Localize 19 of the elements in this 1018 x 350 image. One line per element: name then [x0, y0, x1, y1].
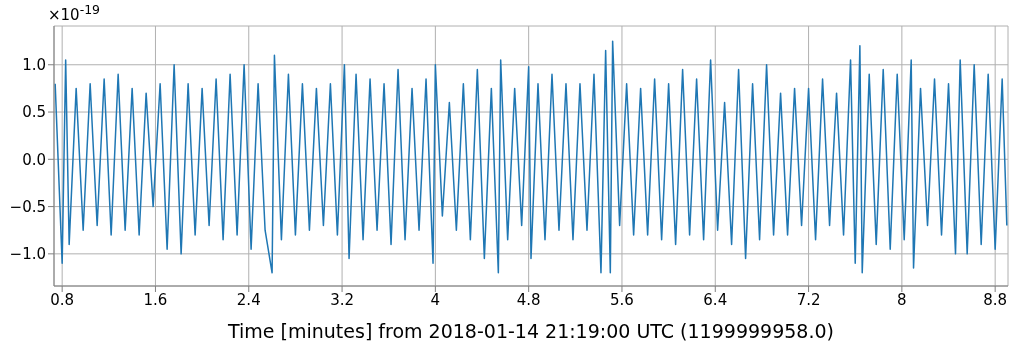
x-tick-label: 4.8: [516, 290, 541, 309]
x-tick-label: 7.2: [796, 290, 821, 309]
line-series: [54, 40, 1008, 274]
y-tick-label: −1.0: [9, 245, 46, 264]
x-tick-label: 0.8: [50, 290, 75, 309]
x-tick-label: 6.4: [703, 290, 728, 309]
x-tick-label: 8.8: [983, 290, 1008, 309]
x-tick-label: 4: [430, 290, 441, 309]
y-tick-label: 0.5: [22, 103, 46, 122]
x-tick-label: 5.6: [610, 290, 634, 309]
y-tick-label: 1.0: [22, 56, 46, 75]
y-tick-label: −0.5: [9, 197, 46, 216]
x-tick-label: 2.4: [236, 290, 261, 309]
x-tick-label: 1.6: [143, 290, 168, 309]
x-axis-title: Time [minutes] from 2018-01-14 21:19:00 UTC (1199999958.0): [227, 320, 834, 342]
y-tick-label: 0.0: [22, 150, 46, 169]
x-tick-label: 8: [897, 290, 907, 309]
x-tick-label: 3.2: [330, 290, 354, 309]
text: ×10$^{-19}$: [48, 2, 101, 24]
